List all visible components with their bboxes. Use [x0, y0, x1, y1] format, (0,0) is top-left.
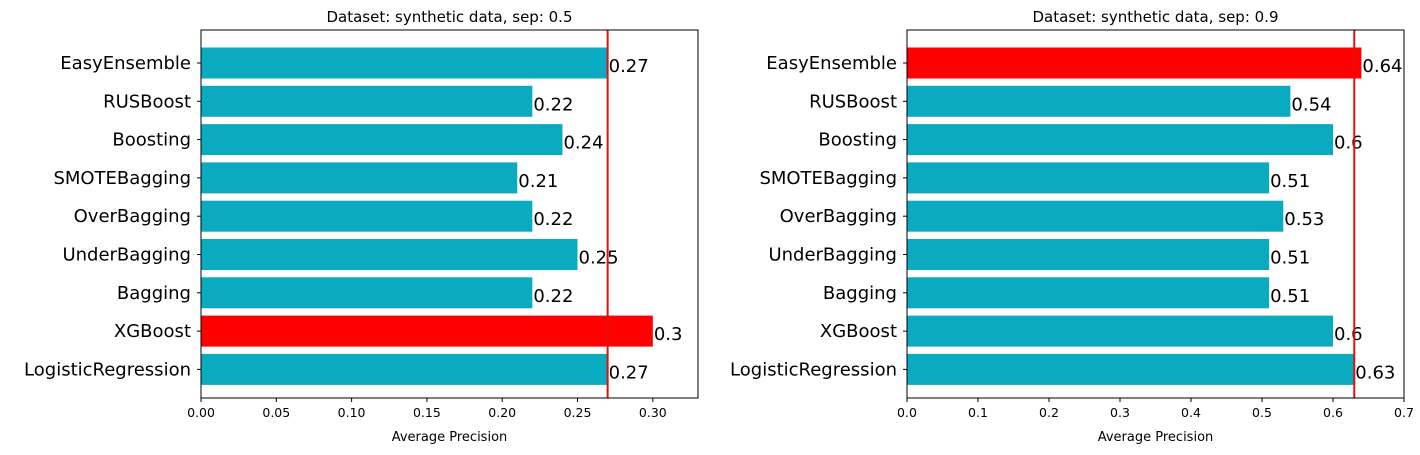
data-label: 0.51 [1270, 171, 1310, 192]
category-label: RUSBoost [103, 91, 191, 112]
category-label: OverBagging [780, 206, 897, 227]
category-label: UnderBagging [62, 245, 191, 266]
x-tick-label: 0.4 [1181, 405, 1201, 420]
category-label: SMOTEBagging [759, 168, 897, 189]
data-label: 0.6 [1334, 324, 1363, 345]
data-label: 0.22 [533, 286, 573, 307]
bar-bagging [201, 277, 533, 309]
bar-boosting [907, 124, 1333, 156]
bar-smotebagging [201, 162, 518, 194]
x-tick-label: 0.30 [639, 405, 667, 420]
category-label: RUSBoost [809, 91, 897, 112]
x-axis-title: Average Precision [392, 430, 508, 445]
x-tick-label: 0.2 [1039, 405, 1059, 420]
bar-overbagging [201, 200, 533, 232]
plot-frame [906, 29, 1405, 399]
data-label: 0.63 [1355, 362, 1395, 383]
category-label: Boosting [818, 130, 897, 151]
category-label: LogisticRegression [24, 359, 191, 380]
x-tick-label: 0.7 [1394, 405, 1414, 420]
bar-logisticregression [201, 353, 608, 385]
bar-overbagging [907, 200, 1284, 232]
chart-title: Dataset: synthetic data, sep: 0.5 [326, 8, 572, 26]
data-label: 0.25 [579, 248, 619, 269]
x-tick-label: 0.1 [968, 405, 988, 420]
x-tick-label: 0.10 [338, 405, 366, 420]
data-label: 0.27 [609, 56, 649, 77]
x-tick-label: 0.15 [413, 405, 441, 420]
data-label: 0.51 [1270, 248, 1310, 269]
category-label: EasyEnsemble [60, 53, 191, 74]
data-label: 0.51 [1270, 286, 1310, 307]
bar-xgboost [907, 315, 1333, 347]
x-axis-title: Average Precision [1098, 430, 1214, 445]
x-tick-label: 0.05 [262, 405, 290, 420]
data-label: 0.22 [533, 209, 573, 230]
bar-underbagging [907, 239, 1270, 270]
data-label: 0.27 [609, 362, 649, 383]
category-label: EasyEnsemble [766, 53, 897, 74]
category-label: SMOTEBagging [53, 168, 191, 189]
category-label: Bagging [823, 283, 897, 304]
category-label: XGBoost [114, 321, 191, 342]
bar-xgboost [201, 315, 653, 347]
bar-smotebagging [907, 162, 1270, 194]
category-label: XGBoost [820, 321, 897, 342]
x-tick-label: 0.5 [1252, 405, 1272, 420]
x-tick-label: 0.25 [564, 405, 592, 420]
data-label: 0.24 [563, 133, 603, 154]
bar-underbagging [201, 239, 578, 270]
bar-bagging [907, 277, 1270, 309]
data-label: 0.21 [518, 171, 558, 192]
bar-easyensemble [907, 47, 1362, 79]
category-label: UnderBagging [768, 245, 897, 266]
category-label: Boosting [112, 130, 191, 151]
chart-title: Dataset: synthetic data, sep: 0.9 [1032, 8, 1278, 26]
data-label: 0.64 [1362, 56, 1402, 77]
bar-easyensemble [201, 47, 608, 79]
data-label: 0.54 [1291, 94, 1331, 115]
x-tick-label: 0.20 [488, 405, 516, 420]
bar-boosting [201, 124, 563, 156]
x-tick-label: 0.3 [1110, 405, 1130, 420]
bar-rusboost [907, 85, 1291, 117]
category-label: OverBagging [74, 206, 191, 227]
data-label: 0.6 [1334, 133, 1363, 154]
bar-logisticregression [907, 353, 1355, 385]
x-tick-label: 0.00 [187, 405, 215, 420]
category-label: Bagging [117, 283, 191, 304]
data-label: 0.3 [654, 324, 683, 345]
data-label: 0.53 [1284, 209, 1324, 230]
x-tick-label: 0.0 [897, 405, 917, 420]
category-label: LogisticRegression [730, 359, 897, 380]
data-label: 0.22 [533, 94, 573, 115]
bar-rusboost [201, 85, 533, 117]
x-tick-label: 0.6 [1323, 405, 1343, 420]
plot-frame [200, 29, 699, 399]
